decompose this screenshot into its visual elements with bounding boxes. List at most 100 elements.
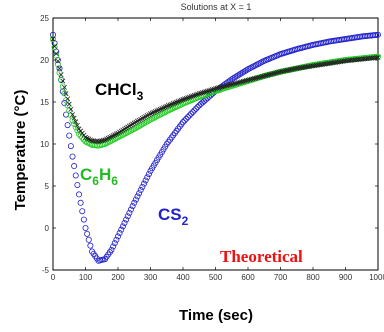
data-point [187, 94, 192, 100]
c6h6-subscript-h: 6 [111, 174, 118, 188]
c6h6-base-c: C [80, 165, 92, 184]
data-point [165, 103, 171, 109]
data-point [63, 91, 69, 97]
x-tick-label: 900 [339, 273, 353, 282]
c6h6-subscript-c: 6 [92, 174, 99, 188]
data-point [240, 69, 247, 76]
data-point [121, 219, 128, 226]
data-point [195, 91, 201, 97]
data-point [124, 213, 131, 220]
data-point [77, 199, 84, 206]
x-tick-label: 1000 [369, 273, 384, 282]
data-point [51, 44, 58, 51]
data-point [72, 124, 79, 131]
data-point [71, 120, 78, 127]
data-point [177, 98, 183, 104]
x-tick-label: 300 [144, 273, 158, 282]
data-point [180, 96, 186, 102]
data-point [188, 110, 195, 117]
data-point [69, 153, 76, 160]
data-point [50, 31, 57, 38]
data-point [64, 122, 71, 129]
x-axis-label: Time (sec) [179, 307, 253, 324]
cs2-base: CS [158, 205, 182, 224]
data-point [196, 91, 202, 97]
data-point [190, 93, 196, 99]
x-tick-label: 200 [111, 273, 125, 282]
x-tick-label: 0 [51, 273, 56, 282]
data-point [185, 95, 191, 101]
data-point [140, 180, 147, 187]
data-point [191, 107, 198, 114]
data-point [52, 43, 58, 49]
data-point [127, 206, 134, 213]
data-point [186, 112, 193, 119]
series-label-chcl3: CHCl3 [95, 80, 144, 103]
data-point [134, 193, 141, 200]
data-point [204, 88, 210, 94]
data-point [200, 90, 205, 96]
data-point [56, 65, 63, 72]
data-point [60, 78, 66, 84]
data-point [54, 57, 61, 64]
data-point [74, 181, 81, 188]
data-point [206, 88, 212, 94]
data-point [61, 90, 68, 97]
data-point [241, 68, 248, 75]
data-point [50, 36, 57, 43]
y-tick-label: 5 [45, 182, 50, 191]
data-point [184, 114, 191, 121]
data-point [119, 223, 126, 230]
chart-title: Solutions at X = 1 [181, 2, 252, 12]
data-point [175, 99, 181, 104]
data-point [374, 31, 381, 38]
data-point [193, 92, 199, 98]
data-point [209, 87, 215, 93]
tick-labels: 01002003004005006007008009001000-5051015… [40, 14, 384, 282]
data-point [183, 95, 189, 101]
y-axis-label: Temperature (°C) [12, 90, 29, 211]
y-tick-label: -5 [42, 266, 50, 275]
data-point [181, 117, 188, 124]
data-point [118, 226, 125, 233]
data-point [65, 96, 71, 102]
data-point [80, 216, 87, 223]
data-point [87, 242, 94, 249]
c6h6-base-h: H [99, 165, 111, 184]
data-point [203, 89, 209, 95]
data-point [182, 96, 188, 102]
data-point [233, 73, 240, 80]
data-point [126, 209, 133, 216]
data-point [189, 109, 196, 116]
data-point [73, 119, 79, 125]
data-point [137, 187, 144, 194]
data-point [55, 58, 61, 64]
data-point [178, 97, 184, 103]
data-point [179, 119, 186, 126]
data-point [66, 132, 73, 139]
data-point [85, 236, 92, 243]
data-point [72, 172, 79, 179]
data-point [167, 102, 173, 108]
data-point [71, 163, 78, 170]
cs2-subscript: 2 [182, 214, 189, 228]
data-point [243, 67, 250, 74]
data-point [169, 101, 175, 107]
series-label-c6h6: C6H6 [80, 165, 118, 188]
data-point [129, 203, 136, 210]
data-point [174, 99, 179, 105]
data-point [192, 105, 199, 112]
data-point [67, 143, 74, 150]
data-point [58, 72, 64, 78]
data-point [68, 106, 74, 112]
data-point [69, 117, 76, 124]
data-point [373, 55, 379, 61]
data-point [111, 240, 118, 247]
data-point [198, 90, 204, 96]
data-point [183, 115, 190, 122]
x-tick-label: 800 [306, 273, 320, 282]
data-point [136, 190, 143, 197]
data-point [50, 36, 56, 42]
data-point [208, 87, 214, 93]
